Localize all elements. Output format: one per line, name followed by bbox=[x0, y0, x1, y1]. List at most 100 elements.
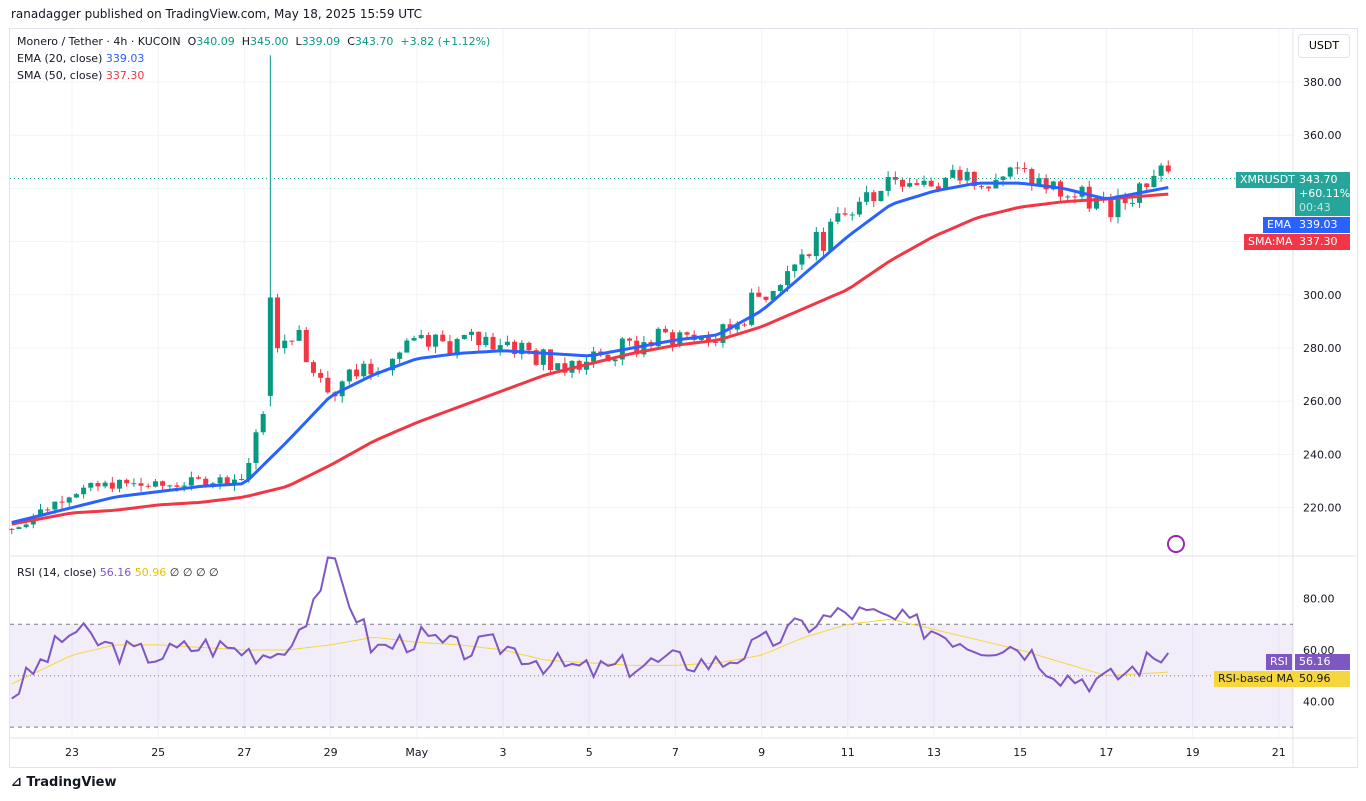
candle-body bbox=[160, 481, 166, 486]
candle-body bbox=[1022, 168, 1028, 170]
y-tick-label: 360.00 bbox=[1303, 129, 1342, 142]
candle-body bbox=[698, 337, 704, 340]
candle-body bbox=[1072, 196, 1078, 198]
candle-body bbox=[856, 201, 862, 215]
rsi-tag-value: 56.16 bbox=[1295, 654, 1350, 670]
candle-body bbox=[627, 338, 633, 341]
candle-body bbox=[842, 213, 848, 215]
candle-body bbox=[612, 359, 618, 362]
sma-legend[interactable]: SMA (50, close) 337.30 bbox=[17, 69, 144, 82]
last-price: 343.70 bbox=[1299, 173, 1338, 186]
x-tick-label: 27 bbox=[237, 746, 251, 759]
rsi-value: 56.16 bbox=[99, 566, 132, 579]
candle-body bbox=[325, 377, 331, 393]
candle-body bbox=[1151, 175, 1157, 188]
candle-body bbox=[16, 527, 22, 529]
candle-body bbox=[519, 342, 525, 355]
candle-body bbox=[461, 334, 467, 339]
chart-frame[interactable] bbox=[9, 28, 1358, 768]
candle-body bbox=[497, 345, 503, 350]
candle-body bbox=[734, 324, 740, 330]
y-tick-label: 280.00 bbox=[1303, 342, 1342, 355]
rsi-ma-value: 50.96 bbox=[134, 566, 167, 579]
candle-body bbox=[662, 328, 668, 333]
candle-body bbox=[820, 232, 826, 251]
rsi-tag-label: RSI bbox=[1266, 654, 1292, 670]
candle-body bbox=[117, 479, 123, 489]
x-tick-label: 13 bbox=[927, 746, 941, 759]
bar-countdown: 00:43 bbox=[1299, 201, 1331, 214]
candle-body bbox=[763, 296, 769, 300]
candle-body bbox=[655, 328, 661, 347]
candle-body bbox=[555, 363, 561, 370]
candle-body bbox=[504, 341, 510, 346]
symbol-label: Monero / Tether · 4h · KUCOIN bbox=[17, 35, 181, 48]
low-label: L bbox=[295, 35, 302, 48]
candle-body bbox=[404, 340, 410, 353]
candle-body bbox=[174, 485, 180, 487]
candle-body bbox=[899, 179, 905, 187]
x-tick-label: 23 bbox=[65, 746, 79, 759]
candle-body bbox=[770, 291, 776, 300]
candle-body bbox=[785, 271, 791, 286]
rsi-line bbox=[11, 556, 1170, 700]
rsi-legend[interactable]: RSI (14, close) 56.16 50.96 ∅ ∅ ∅ ∅ bbox=[17, 566, 219, 579]
candle-body bbox=[713, 341, 719, 343]
candle-body bbox=[950, 169, 956, 178]
published-caption: ranadagger published on TradingView.com,… bbox=[11, 7, 423, 21]
last-price-tag: 343.70 +60.11% 00:43 bbox=[1295, 172, 1350, 216]
candle-body bbox=[231, 479, 237, 485]
candle-body bbox=[152, 481, 158, 487]
candle-body bbox=[864, 192, 870, 202]
candle-body bbox=[1122, 195, 1128, 204]
currency-button[interactable]: USDT bbox=[1298, 34, 1350, 58]
candle-body bbox=[361, 363, 367, 377]
candle-body bbox=[346, 369, 352, 382]
ema-label: EMA (20, close) bbox=[17, 52, 103, 65]
candle-body bbox=[310, 362, 316, 373]
rsi-tick-label: 40.00 bbox=[1303, 695, 1335, 708]
sma-label: SMA (50, close) bbox=[17, 69, 103, 82]
candle-body bbox=[741, 324, 747, 326]
tradingview-logo[interactable]: ⊿ TradingView bbox=[11, 775, 116, 790]
candle-body bbox=[1086, 186, 1092, 209]
open-value: 340.09 bbox=[196, 35, 235, 48]
rsi-ma-tag-label: RSI-based MA bbox=[1214, 671, 1298, 687]
candle-body bbox=[354, 369, 360, 377]
sma-tag-label: SMA:MA bbox=[1244, 234, 1297, 250]
candle-body bbox=[397, 352, 403, 359]
candle-body bbox=[526, 342, 532, 351]
candle-body bbox=[66, 497, 72, 503]
candle-body bbox=[835, 213, 841, 222]
candle-body bbox=[1115, 195, 1121, 218]
candle-body bbox=[871, 192, 877, 202]
candle-body bbox=[921, 180, 927, 185]
candle-body bbox=[885, 177, 891, 191]
ema-legend[interactable]: EMA (20, close) 339.03 bbox=[17, 52, 144, 65]
candle-body bbox=[907, 183, 913, 187]
candle-body bbox=[468, 331, 474, 335]
candle-body bbox=[109, 482, 115, 489]
candle-body bbox=[239, 478, 245, 480]
candle-body bbox=[224, 477, 230, 485]
ema-tag-label: EMA bbox=[1263, 217, 1295, 233]
candle-body bbox=[562, 363, 568, 373]
candle-body bbox=[1029, 169, 1035, 186]
rsi-label: RSI (14, close) bbox=[17, 566, 97, 579]
x-tick-label: 11 bbox=[841, 746, 855, 759]
candle-body bbox=[928, 180, 934, 187]
candle-body bbox=[777, 285, 783, 292]
y-tick-label: 260.00 bbox=[1303, 395, 1342, 408]
candle-body bbox=[1165, 165, 1171, 172]
candle-body bbox=[181, 485, 187, 487]
rsi-tick-label: 80.00 bbox=[1303, 593, 1335, 606]
candle-body bbox=[670, 332, 676, 346]
alert-icon bbox=[1167, 535, 1185, 553]
candle-body bbox=[964, 171, 970, 181]
rsi-ma-line bbox=[11, 618, 1169, 685]
candle-body bbox=[1108, 197, 1114, 218]
candle-body bbox=[1093, 197, 1099, 209]
change-value: +3.82 (+1.12%) bbox=[400, 35, 491, 48]
candle-body bbox=[246, 462, 252, 479]
